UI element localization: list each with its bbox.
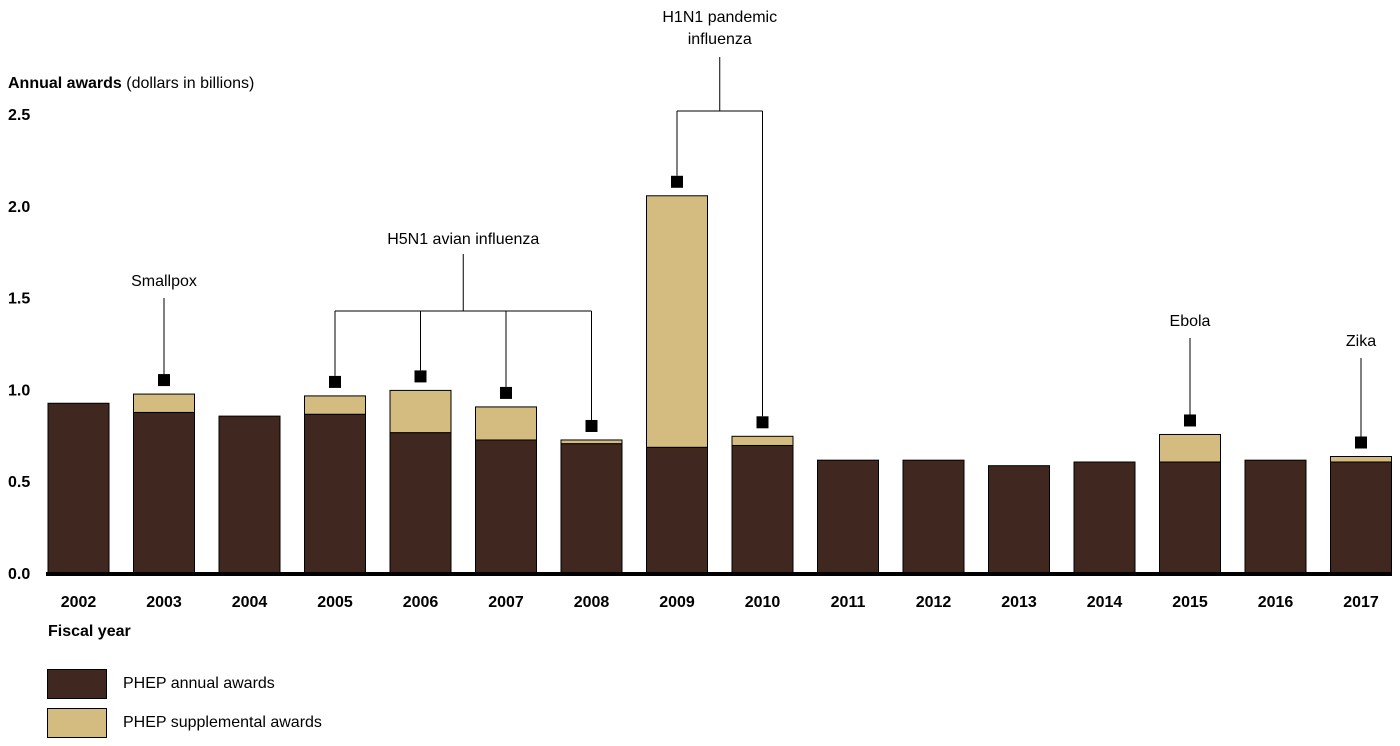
bar-annual-2007: [475, 439, 537, 575]
x-axis-title: Fiscal year: [48, 623, 131, 640]
bar-annual-2010: [731, 444, 794, 575]
legend-item-annual: PHEP annual awards: [47, 668, 322, 700]
bar-supplemental-2005: [304, 395, 366, 415]
annotation-label: H1N1 pandemic: [662, 9, 777, 26]
x-tick-label: 2007: [488, 594, 524, 611]
y-axis-title: Annual awards (dollars in billions): [8, 75, 254, 93]
bar-annual-2009: [646, 446, 708, 575]
x-tick-label: 2016: [1258, 594, 1294, 611]
bar-annual-2005: [304, 413, 366, 575]
event-marker: [1355, 436, 1367, 449]
y-tick-label: 2.0: [8, 199, 30, 216]
x-tick-label: 2009: [659, 594, 695, 611]
x-tick-label: 2002: [61, 594, 97, 611]
x-tick-label: 2006: [403, 594, 439, 611]
y-tick-label: 1.0: [8, 382, 30, 399]
bar-annual-2015: [1159, 461, 1221, 575]
bar-supplemental-2015: [1159, 433, 1221, 463]
bar-annual-2016: [1244, 459, 1307, 575]
event-marker: [158, 374, 170, 387]
y-axis-title-bold: Annual awards: [8, 75, 122, 92]
x-tick-label: 2015: [1172, 594, 1208, 611]
annotation-label: Ebola: [1170, 313, 1211, 330]
y-tick-label: 1.5: [8, 291, 30, 308]
bar-annual-2017: [1330, 461, 1392, 575]
bar-annual-2012: [902, 459, 965, 575]
bar-supplemental-2008: [560, 439, 623, 445]
annotation-label: influenza: [688, 31, 752, 48]
event-marker: [414, 370, 427, 383]
x-tick-label: 2010: [745, 594, 781, 611]
event-marker: [671, 175, 683, 188]
bar-annual-2003: [133, 411, 195, 575]
event-marker: [1184, 414, 1196, 427]
x-tick-label: 2008: [574, 594, 610, 611]
bar-annual-2002: [47, 402, 110, 575]
annotation-label: Zika: [1346, 333, 1376, 350]
y-tick-label: 2.5: [8, 107, 30, 124]
bar-annual-2011: [817, 459, 879, 575]
x-tick-label: 2004: [232, 594, 268, 611]
bar-annual-2014: [1073, 461, 1136, 575]
x-tick-label: 2013: [1001, 594, 1037, 611]
annotation-label: Smallpox: [131, 273, 197, 290]
y-axis-title-unit: (dollars in billions): [126, 75, 255, 92]
bar-supplemental-2017: [1330, 455, 1392, 463]
annotation-label: H5N1 avian influenza: [387, 231, 539, 248]
x-tick-label: 2012: [916, 594, 952, 611]
y-tick-label: 0.5: [8, 474, 30, 491]
x-tick-label: 2005: [317, 594, 353, 611]
legend-item-supplemental: PHEP supplemental awards: [47, 707, 322, 739]
legend-swatch-supplemental: [47, 708, 107, 738]
bar-annual-2008: [560, 443, 623, 575]
legend: PHEP annual awards PHEP supplemental awa…: [47, 668, 322, 746]
event-marker: [585, 419, 598, 432]
bar-annual-2004: [218, 415, 281, 575]
legend-label-supplemental: PHEP supplemental awards: [123, 714, 322, 731]
event-marker: [756, 416, 769, 429]
x-tick-label: 2011: [831, 594, 866, 611]
y-tick-label: 0.0: [8, 566, 30, 583]
bar-annual-2006: [389, 432, 452, 575]
legend-label-annual: PHEP annual awards: [123, 675, 275, 692]
bar-supplemental-2010: [731, 435, 794, 446]
event-marker: [500, 386, 512, 399]
x-tick-label: 2003: [146, 594, 182, 611]
x-tick-label: 2017: [1343, 594, 1379, 611]
bar-supplemental-2009: [646, 195, 708, 448]
event-marker: [329, 375, 341, 388]
bar-supplemental-2006: [389, 389, 452, 434]
legend-swatch-annual: [47, 669, 107, 699]
x-tick-label: 2014: [1087, 594, 1123, 611]
bar-supplemental-2007: [475, 406, 537, 441]
bar-supplemental-2003: [133, 393, 195, 413]
bar-annual-2013: [988, 465, 1050, 575]
